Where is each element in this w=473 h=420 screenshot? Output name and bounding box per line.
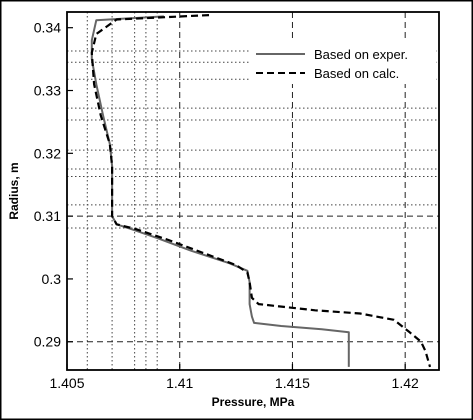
x-tick-label: 1.405 xyxy=(49,375,84,391)
y-axis-label: Radius, m xyxy=(7,162,21,219)
plot-frame xyxy=(66,11,440,371)
axis-ticks: 1.405 1.41 1.415 1.42 0.29 0.3 0.31 0.32 0.33 0.3… xyxy=(34,20,419,391)
y-tick-label: 0.33 xyxy=(34,83,61,99)
y-tick-label: 0.31 xyxy=(34,208,61,224)
series-line-calc xyxy=(90,14,432,368)
x-axis-label: Pressure, MPa xyxy=(212,395,295,409)
gridlines xyxy=(67,12,439,370)
series-line-exper xyxy=(90,15,350,367)
data-series xyxy=(90,14,432,368)
legend-background xyxy=(250,42,436,84)
legend-label-calc: Based on calc. xyxy=(314,66,399,81)
legend: Based on exper. Based on calc. xyxy=(250,42,436,84)
x-tick-label: 1.42 xyxy=(392,375,419,391)
y-tick-label: 0.3 xyxy=(42,271,62,287)
legend-label-exper: Based on exper. xyxy=(314,47,408,62)
y-tick-label: 0.32 xyxy=(34,145,61,161)
y-tick-label: 0.34 xyxy=(34,20,61,36)
x-tick-label: 1.41 xyxy=(166,375,193,391)
x-tick-label: 1.415 xyxy=(275,375,310,391)
y-tick-label: 0.29 xyxy=(34,334,61,350)
